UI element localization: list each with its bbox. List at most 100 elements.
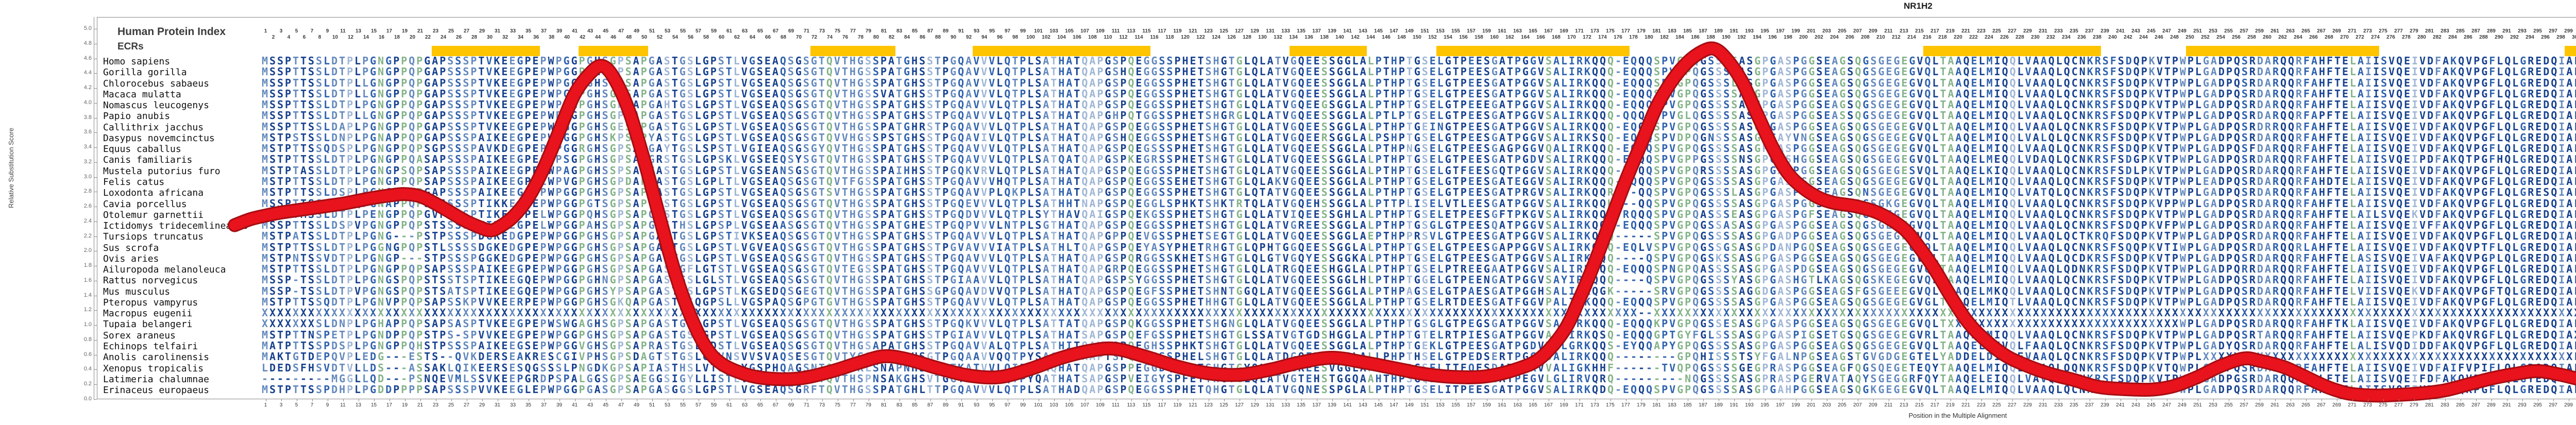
top-position-number: 207 [1850,28,1866,34]
top-position-number: 29 [474,28,490,34]
top-position-number: 243 [2128,28,2144,34]
x-tick-mark [853,399,854,401]
bottom-position-number: 89 [938,402,954,408]
x-tick-mark [1533,399,1534,401]
top-position-number: 265 [2298,28,2314,34]
top-position-number: 237 [2082,28,2097,34]
top-position-number: 282 [2430,35,2445,40]
top-position-number: 8 [312,35,328,40]
x-tick-mark [2105,399,2106,401]
top-position-number: 155 [1448,28,1464,34]
top-position-number: 295 [2530,28,2546,34]
top-position-number: 115 [1139,28,1155,34]
bottom-position-number: 47 [614,402,629,408]
bottom-position-number: 133 [1278,402,1294,408]
x-axis-title: Position in the Multiple Alignment [1597,412,2318,419]
top-position-number: 124 [1209,35,1224,40]
top-position-number: 222 [1966,35,1981,40]
species-label: Mustela putorius furo [103,166,221,177]
top-position-number: 46 [606,35,621,40]
top-position-number: 271 [2345,28,2360,34]
x-tick-mark [1904,399,1905,401]
bottom-position-number: 91 [954,402,969,408]
x-tick-mark [930,399,931,401]
top-position-number: 101 [1031,28,1046,34]
x-tick-mark [760,399,761,401]
y-tick-label: 1.6 [69,277,92,283]
top-position-number: 2 [266,35,281,40]
top-position-number: 172 [1580,35,1595,40]
top-position-number: 241 [2113,28,2128,34]
species-label: Tupaia belangeri [103,319,192,330]
bottom-position-number: 273 [2360,402,2376,408]
x-tick-mark [2321,399,2322,401]
bottom-position-number: 69 [784,402,799,408]
species-label: Sus scrofa [103,243,159,254]
sequence-row: MSSPTTSSLDTPLLGNGPPQPGAPSSSPTVKEEGPEPWPG… [262,110,2576,121]
top-position-number: 224 [1981,35,1997,40]
x-tick-mark [312,399,313,401]
top-position-number: 41 [567,28,583,34]
top-position-number: 290 [2492,35,2507,40]
top-position-number: 77 [845,28,861,34]
x-tick-mark [2043,399,2044,401]
top-position-number: 102 [1039,35,1054,40]
x-tick-mark [2445,399,2446,401]
top-position-number: 296 [2538,35,2553,40]
top-position-number: 143 [1355,28,1371,34]
species-label: Cavia porcellus [103,199,187,210]
sequence-row: MSSPTTSSLDTPLLGNGPPQPGAPSSSPTVKEEGPEPWPG… [262,88,2576,99]
x-tick-mark [1363,399,1364,401]
top-position-number: 210 [1873,35,1889,40]
top-position-number: 79 [861,28,876,34]
bottom-position-number: 31 [490,402,505,408]
top-position-number: 4 [281,35,297,40]
species-label: Anolis carolinensis [103,352,209,363]
y-tick-label: 0.0 [69,396,92,402]
top-position-number: 270 [2337,35,2352,40]
top-position-number: 288 [2476,35,2492,40]
bottom-position-number: 67 [768,402,784,408]
top-position-number: 66 [760,35,776,40]
y-tick-label: 4.0 [69,99,92,106]
top-position-number: 7 [304,28,320,34]
top-position-number: 18 [389,35,405,40]
bottom-position-number: 115 [1139,402,1155,408]
bottom-position-number: 191 [1726,402,1742,408]
x-tick-mark [2522,399,2523,401]
bottom-position-number: 239 [2097,402,2113,408]
bottom-position-number: 279 [2406,402,2422,408]
top-position-number: 263 [2283,28,2298,34]
bottom-position-number: 99 [1015,402,1031,408]
bottom-position-number: 49 [629,402,645,408]
bottom-position-number: 95 [985,402,1000,408]
top-position-number: 110 [1100,35,1116,40]
top-position-number: 194 [1750,35,1765,40]
top-position-number: 51 [645,28,660,34]
x-tick-mark [1440,399,1441,401]
top-position-number: 80 [869,35,884,40]
bottom-position-number: 15 [366,402,382,408]
y-tick-label: 5.0 [69,25,92,31]
top-position-number: 52 [652,35,668,40]
top-position-number: 108 [1085,35,1100,40]
bottom-position-number: 63 [737,402,753,408]
top-position-number: 11 [335,28,351,34]
top-position-number: 294 [2522,35,2538,40]
bottom-position-number: 201 [1804,402,1819,408]
top-position-number: 105 [1062,28,1077,34]
x-tick-mark [1193,399,1194,401]
x-tick-mark [1502,399,1503,401]
bottom-position-number: 207 [1850,402,1866,408]
top-position-number: 23 [428,28,444,34]
top-position-number: 245 [2144,28,2159,34]
x-tick-mark [884,399,885,401]
bottom-position-number: 219 [1943,402,1958,408]
top-position-number: 258 [2244,35,2260,40]
bottom-position-number: 255 [2221,402,2236,408]
bottom-position-number: 253 [2206,402,2221,408]
top-position-number: 57 [691,28,706,34]
y-tick-mark [94,132,97,133]
top-position-number: 213 [1896,28,1912,34]
top-position-number: 168 [1549,35,1564,40]
